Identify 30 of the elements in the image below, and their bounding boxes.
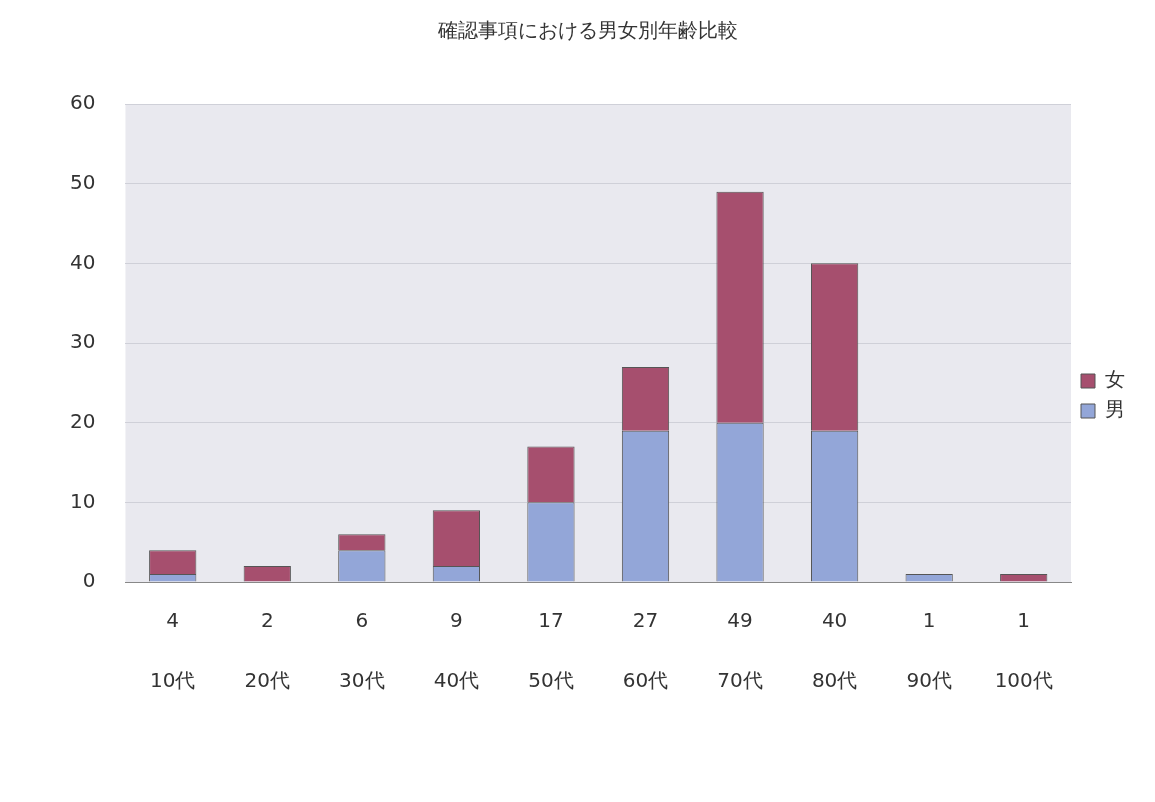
y-tick-label: 60 (70, 90, 96, 115)
total-label: 1 (922, 608, 936, 633)
total-label: 6 (355, 608, 369, 633)
x-tick-label: 10代 (150, 668, 196, 693)
x-tick-label: 40代 (433, 668, 480, 693)
total-label: 40 (821, 608, 848, 633)
x-tick-label: 90代 (906, 668, 952, 693)
y-tick-label: 40 (70, 249, 96, 274)
total-label: 4 (166, 608, 180, 633)
x-tick-label: 20代 (244, 668, 291, 693)
total-label: 17 (538, 608, 564, 633)
y-tick-label: 20 (70, 408, 96, 433)
x-tick-label: 80代 (811, 668, 858, 693)
x-tick-label: 70代 (717, 668, 763, 693)
y-tick-label: 30 (70, 329, 96, 354)
x-tick-label: 60代 (622, 668, 669, 693)
total-label: 27 (632, 608, 659, 633)
total-label: 1 (1017, 608, 1031, 633)
legend-label: 女 (1105, 367, 1125, 392)
y-tick-label: 50 (70, 169, 96, 194)
total-label: 2 (260, 608, 274, 633)
legend-label: 男 (1105, 397, 1125, 422)
x-tick-label: 50代 (528, 668, 574, 693)
y-tick-label: 0 (82, 568, 96, 593)
x-tick-label: 100代 (994, 668, 1053, 693)
total-label: 49 (727, 608, 753, 633)
total-label: 9 (450, 608, 463, 633)
x-tick-label: 30代 (339, 668, 385, 693)
y-tick-label: 10 (70, 488, 96, 513)
chart-title: 確認事項における男女別年齢比較 (436, 18, 738, 43)
